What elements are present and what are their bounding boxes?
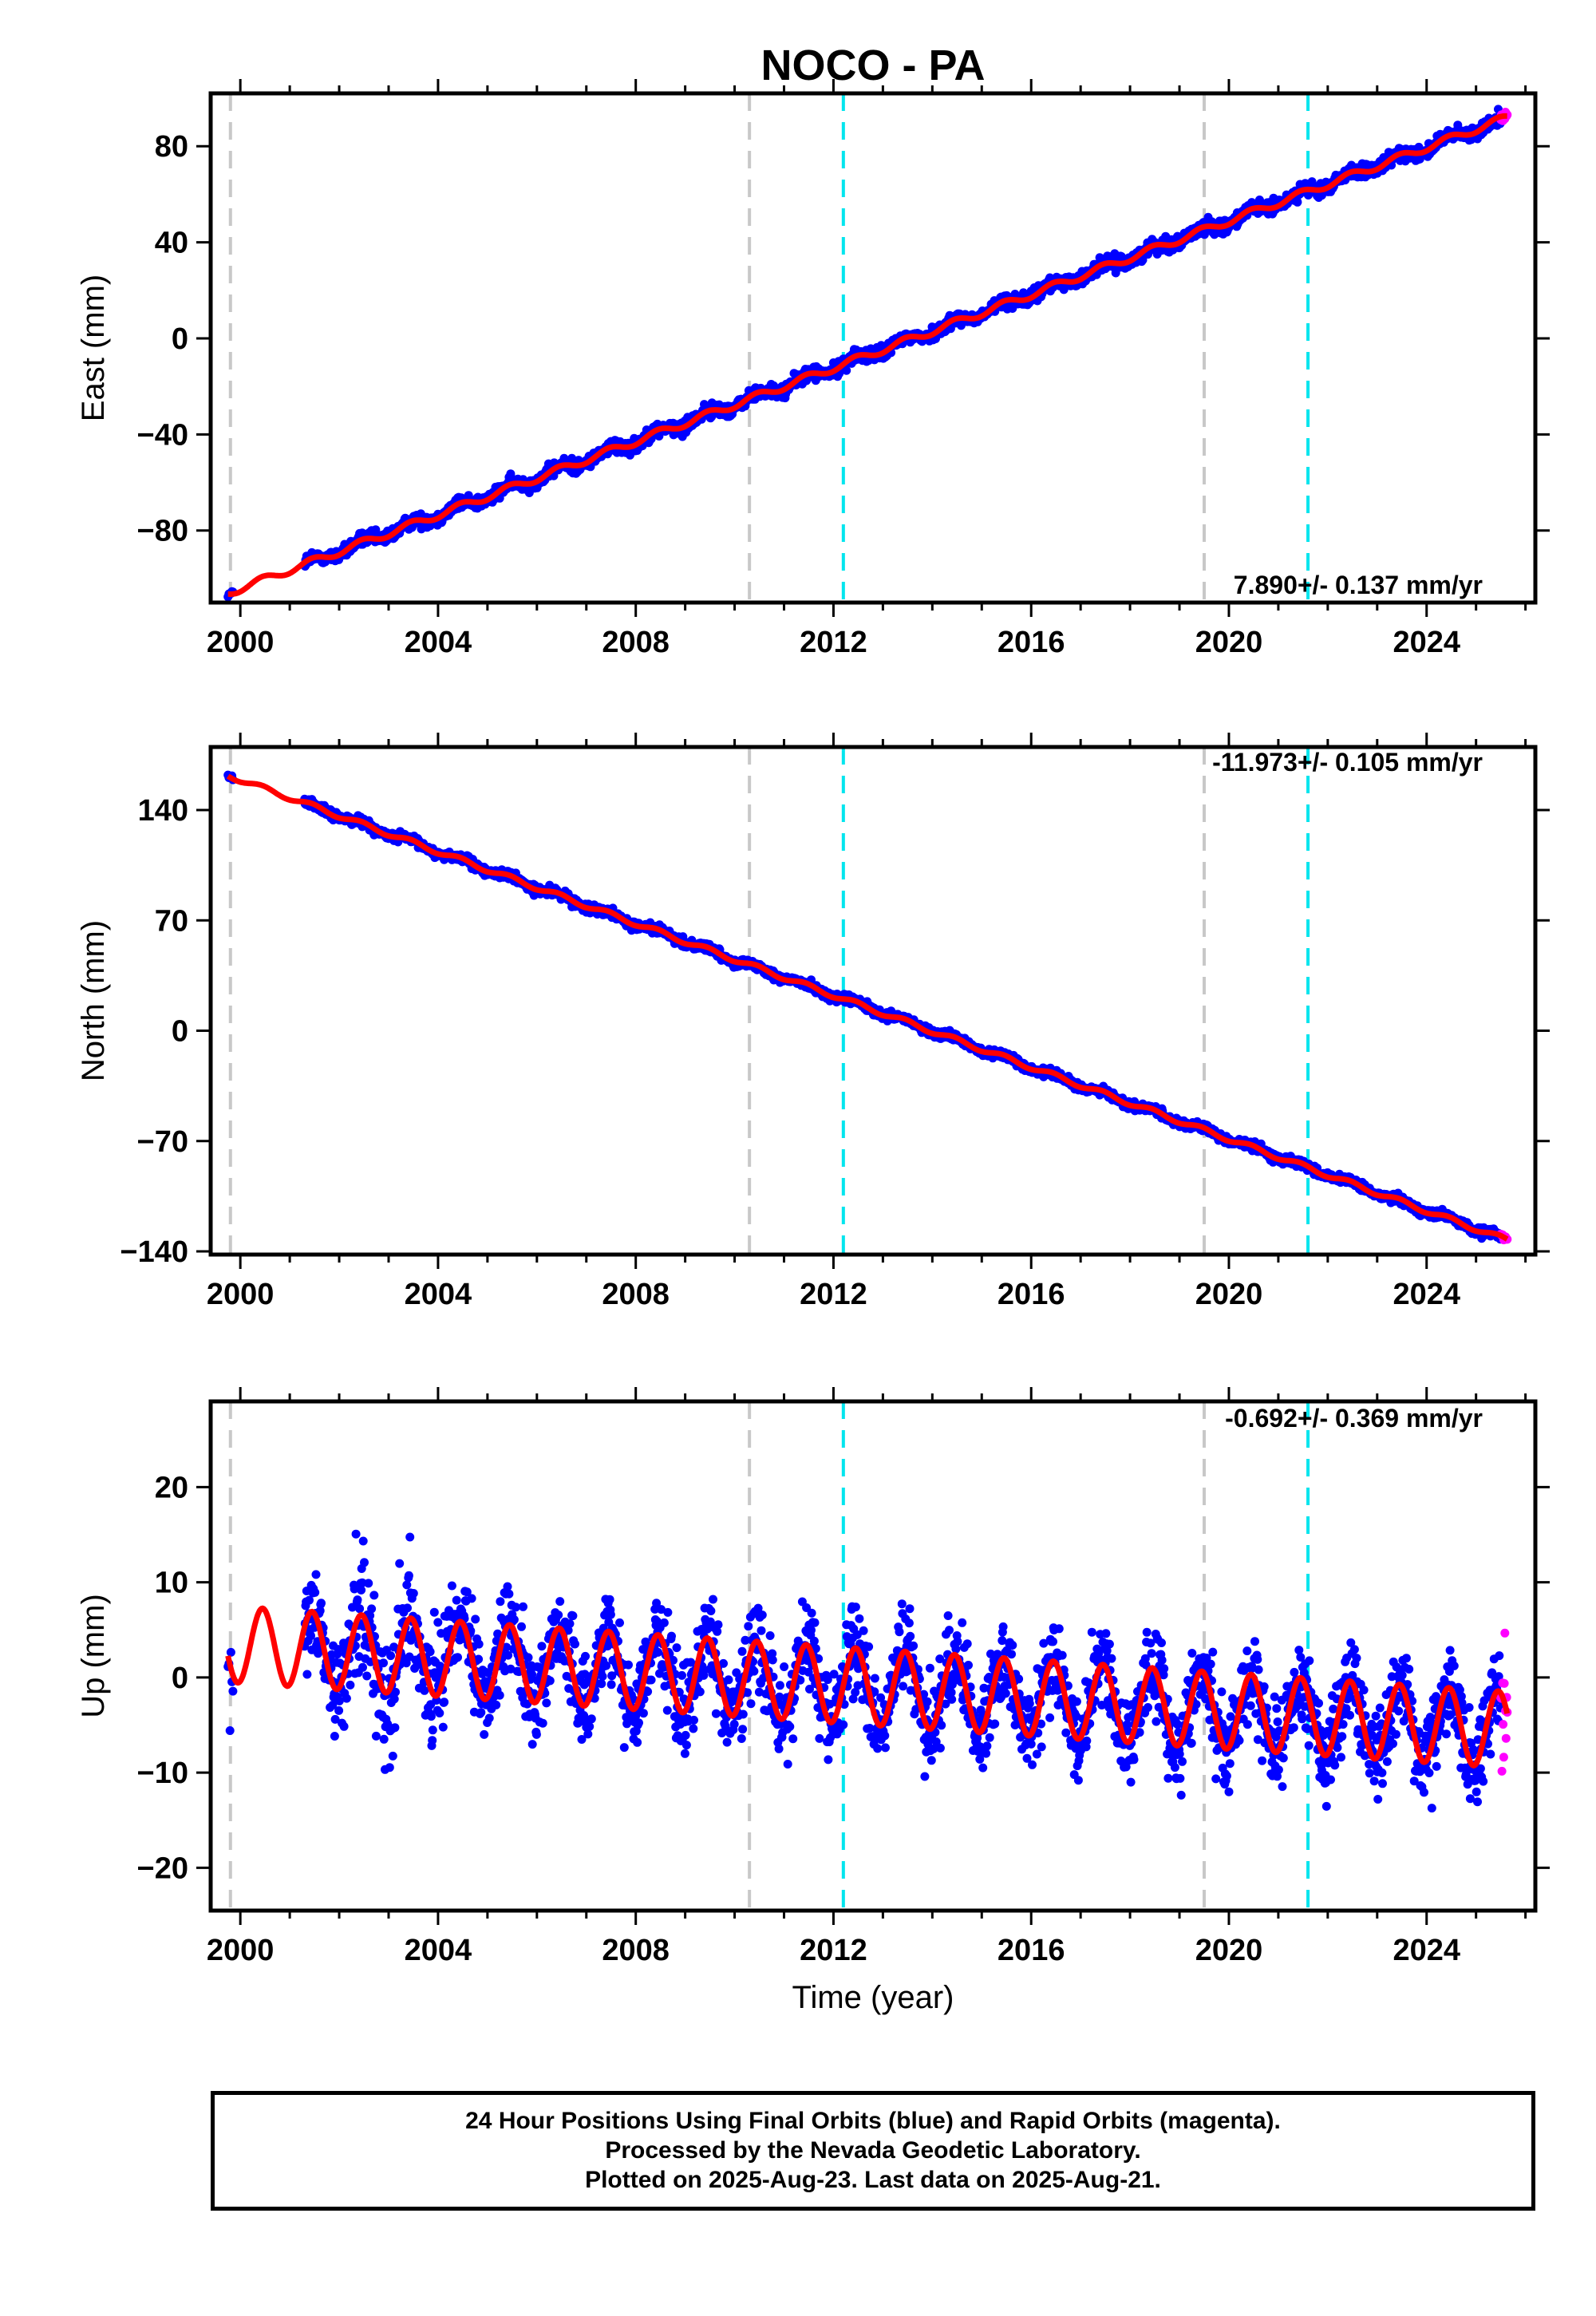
data-point xyxy=(302,1670,312,1679)
data-point xyxy=(305,1595,314,1605)
y-tick-label: −140 xyxy=(120,1235,188,1269)
data-point xyxy=(353,1595,362,1605)
x-tick-label: 2020 xyxy=(1195,626,1263,659)
data-point xyxy=(358,1662,367,1672)
model-curve xyxy=(227,113,1507,597)
x-tick-label: 2024 xyxy=(1393,1278,1460,1311)
data-point xyxy=(306,1631,315,1641)
y-tick-label: 80 xyxy=(155,130,188,164)
up-panel: 2000 2004 2008 2012 2016 2020 2024−20−1001020U… xyxy=(76,1387,1550,1967)
x-tick-label: 2016 xyxy=(998,626,1065,659)
rate-label: -11.973+/- 0.105 mm/yr xyxy=(1212,748,1483,777)
y-tick-label: −40 xyxy=(137,418,188,452)
north-panel: 2000 2004 2008 2012 2016 2020 2024 −140 −70 0 70 14… xyxy=(76,733,1550,1311)
model-curve xyxy=(226,773,1509,1242)
data-point xyxy=(362,1671,372,1681)
y-tick-label: −80 xyxy=(137,515,188,548)
data-point xyxy=(225,1726,235,1735)
data-point xyxy=(379,1658,388,1668)
data-point xyxy=(842,366,851,375)
x-tick-label: 2008 xyxy=(602,1278,670,1311)
y-tick-label: 40 xyxy=(155,227,188,260)
data-point xyxy=(355,1604,365,1614)
figure-title: NOCO - PA xyxy=(761,41,986,89)
y-tick-label: −70 xyxy=(137,1125,188,1159)
x-tick-label: 2000 xyxy=(207,1278,275,1311)
data-point xyxy=(330,1714,340,1724)
data-point xyxy=(330,1732,339,1741)
data-points-group xyxy=(223,1529,1512,1813)
data-point xyxy=(1453,121,1463,130)
data-point xyxy=(334,1645,343,1654)
east-panel: 2000 2004 2008 2012 2016 2020 2024 −80 −40 0 40 80 E… xyxy=(76,79,1550,659)
data-point xyxy=(357,1585,366,1595)
data-point xyxy=(315,1606,325,1615)
data-point xyxy=(364,1579,373,1588)
data-point xyxy=(334,1705,344,1715)
x-tick-label: 2016 xyxy=(998,1278,1065,1311)
data-point xyxy=(339,1721,349,1731)
x-tick-label: 2004 xyxy=(405,1278,472,1311)
data-point xyxy=(365,1611,375,1620)
panel-frame xyxy=(208,745,1538,1257)
y-axis-title: East (mm) xyxy=(76,275,111,421)
data-point xyxy=(1293,197,1302,207)
x-tick-label: 2012 xyxy=(800,1278,867,1311)
x-tick-label: 2000 xyxy=(207,626,275,659)
data-point xyxy=(311,1570,321,1579)
y-tick-label: 0 xyxy=(172,1015,188,1049)
data-point xyxy=(342,1694,351,1703)
data-point xyxy=(228,1686,238,1696)
x-tick-label: 2020 xyxy=(1195,1278,1263,1311)
data-point xyxy=(369,1591,379,1600)
y-tick-label: 70 xyxy=(155,904,188,938)
data-point xyxy=(317,1599,326,1608)
y-tick-label: 0 xyxy=(172,322,188,356)
data-point xyxy=(360,1558,369,1567)
data-point xyxy=(367,1604,377,1614)
data-point xyxy=(226,1647,235,1657)
y-tick-label: 140 xyxy=(138,794,188,828)
x-tick-label: 2024 xyxy=(1393,626,1460,659)
x-tick-label: 2008 xyxy=(602,626,670,659)
x-tick-label: 2012 xyxy=(800,626,867,659)
data-point xyxy=(379,1734,389,1744)
x-tick-label: 2004 xyxy=(405,626,472,659)
y-axis-title: North (mm) xyxy=(76,920,111,1081)
data-point xyxy=(358,1536,368,1546)
data-point xyxy=(334,1696,344,1705)
rate-label: 7.890+/- 0.137 mm/yr xyxy=(1234,571,1483,599)
data-point xyxy=(346,1680,355,1690)
data-point xyxy=(351,1529,361,1539)
data-point xyxy=(371,1731,381,1741)
data-point xyxy=(310,1587,320,1597)
panel-frame xyxy=(208,91,1538,605)
data-point xyxy=(350,1584,359,1594)
